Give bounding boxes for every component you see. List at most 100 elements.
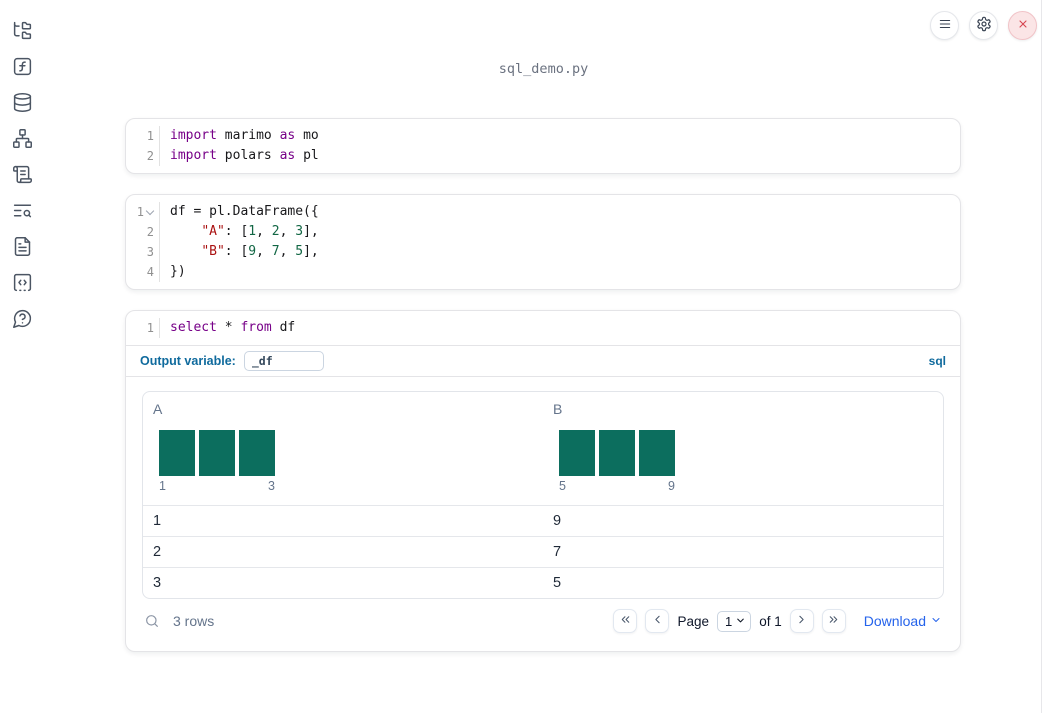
chevron-down-icon [930, 613, 942, 629]
fold-chevron-icon[interactable] [145, 206, 155, 215]
column-name: A [153, 401, 163, 417]
chevrons-right-icon [827, 613, 840, 629]
table-cell: 7 [553, 544, 562, 560]
chevron-left-icon [651, 613, 664, 629]
table-row[interactable]: 1 9 [143, 505, 943, 536]
gear-icon [976, 16, 992, 35]
table-row[interactable]: 2 7 [143, 536, 943, 567]
sidebar-item-dependency-graph[interactable] [4, 123, 40, 159]
page-select-value: 1 [724, 613, 733, 629]
sidebar-item-datasources[interactable] [4, 87, 40, 123]
prev-page-button[interactable] [645, 609, 670, 633]
notebook-filename: sql_demo.py [498, 61, 589, 77]
column-header-b[interactable]: B 5 9 [543, 392, 943, 505]
code-line: 4}) [126, 262, 960, 282]
last-page-button[interactable] [821, 609, 846, 633]
help-circle-icon [12, 308, 33, 334]
table-cell: 1 [153, 513, 162, 529]
sidebar-item-logs[interactable] [4, 195, 40, 231]
sidebar-item-files[interactable] [4, 15, 40, 51]
download-button[interactable]: Download [864, 613, 942, 629]
line-number: 1 [126, 318, 160, 338]
histogram-bar [239, 430, 275, 476]
code-square-icon [12, 272, 33, 298]
line-number: 2 [126, 222, 160, 242]
table-footer: 3 rows Page 1 [142, 607, 944, 635]
code-line: 2 "A": [1, 2, 3], [126, 222, 960, 242]
code-line: 3 "B": [9, 7, 5], [126, 242, 960, 262]
folder-tree-icon [12, 20, 33, 46]
first-page-button[interactable] [613, 609, 638, 633]
database-icon [12, 92, 33, 118]
line-number: 1 [126, 202, 160, 222]
page-of-label: of 1 [759, 613, 782, 629]
histogram-bar [199, 430, 235, 476]
search-icon[interactable] [144, 613, 160, 629]
histogram-bar [159, 430, 195, 476]
cell-imports: 1 import marimo as mo 2 import polars as pl [125, 118, 961, 174]
function-square-icon [12, 56, 33, 82]
line-number: 1 [126, 126, 160, 146]
column-header-a[interactable]: A 1 3 [143, 392, 543, 505]
cell-output: A 1 3 B [126, 376, 960, 651]
code-line: 1 select * from df [126, 318, 960, 338]
line-number: 3 [126, 242, 160, 262]
network-icon [12, 128, 33, 154]
column-histogram: 1 3 [159, 430, 275, 493]
sidebar-item-snippets[interactable] [4, 267, 40, 303]
sidebar-item-help[interactable] [4, 303, 40, 339]
sql-cell-toolbar: Output variable: sql [126, 345, 960, 376]
sidebar-item-scratchpad[interactable] [4, 159, 40, 195]
table-cell: 2 [153, 544, 162, 560]
histogram-min-label: 5 [559, 479, 566, 493]
code-line: 1 df = pl.DataFrame({ [126, 202, 960, 222]
file-text-icon [12, 236, 33, 262]
code-editor[interactable]: 1 df = pl.DataFrame({2 "A": [1, 2, 3], 3 "… [126, 195, 960, 289]
topbar-actions [930, 11, 1037, 40]
table-cell: 9 [553, 513, 562, 529]
next-page-button[interactable] [789, 609, 814, 633]
histogram-min-label: 1 [159, 479, 166, 493]
code-line: 1 import marimo as mo [126, 126, 960, 146]
cell-dataframe: 1 df = pl.DataFrame({2 "A": [1, 2, 3], 3 "… [125, 194, 961, 290]
row-count: 3 rows [173, 613, 215, 629]
scroll-text-icon [12, 164, 33, 190]
page-label: Page [677, 613, 709, 629]
chevron-right-icon [795, 613, 808, 629]
sidebar-item-variables[interactable] [4, 51, 40, 87]
sidebar-item-documentation[interactable] [4, 231, 40, 267]
histogram-bar [639, 430, 675, 476]
settings-button[interactable] [969, 11, 998, 40]
output-variable-label: Output variable: [140, 354, 236, 368]
chevrons-left-icon [619, 613, 632, 629]
page-select[interactable]: 1 [716, 610, 752, 632]
code-editor[interactable]: 1 import marimo as mo 2 import polars as pl [126, 119, 960, 173]
viewport-right-edge [1041, 0, 1042, 713]
histogram-max-label: 3 [268, 479, 275, 493]
close-icon [1017, 18, 1029, 33]
line-number: 4 [126, 262, 160, 282]
language-badge: sql [928, 354, 946, 368]
sidebar [0, 15, 44, 339]
notebook-menu-button[interactable] [930, 11, 959, 40]
histogram-bar [559, 430, 595, 476]
code-line: 2 import polars as pl [126, 146, 960, 166]
table-row[interactable]: 3 5 [143, 567, 943, 598]
pagination: Page 1 of 1 [613, 609, 846, 633]
histogram-max-label: 9 [668, 479, 675, 493]
column-name: B [553, 401, 563, 417]
column-histogram: 5 9 [559, 430, 675, 493]
chevron-down-icon [735, 614, 746, 629]
notebook-cells: 1 import marimo as mo 2 import polars as pl… [125, 118, 961, 652]
table-header: A 1 3 B [143, 392, 943, 505]
shutdown-button[interactable] [1008, 11, 1037, 40]
download-label: Download [863, 613, 926, 629]
table-cell: 3 [153, 575, 162, 591]
sql-editor[interactable]: 1 select * from df [126, 311, 960, 345]
dataframe-table: A 1 3 B [142, 391, 944, 599]
menu-icon [938, 17, 952, 34]
table-cell: 5 [553, 575, 562, 591]
list-search-icon [12, 200, 33, 226]
output-variable-input[interactable] [243, 351, 324, 371]
